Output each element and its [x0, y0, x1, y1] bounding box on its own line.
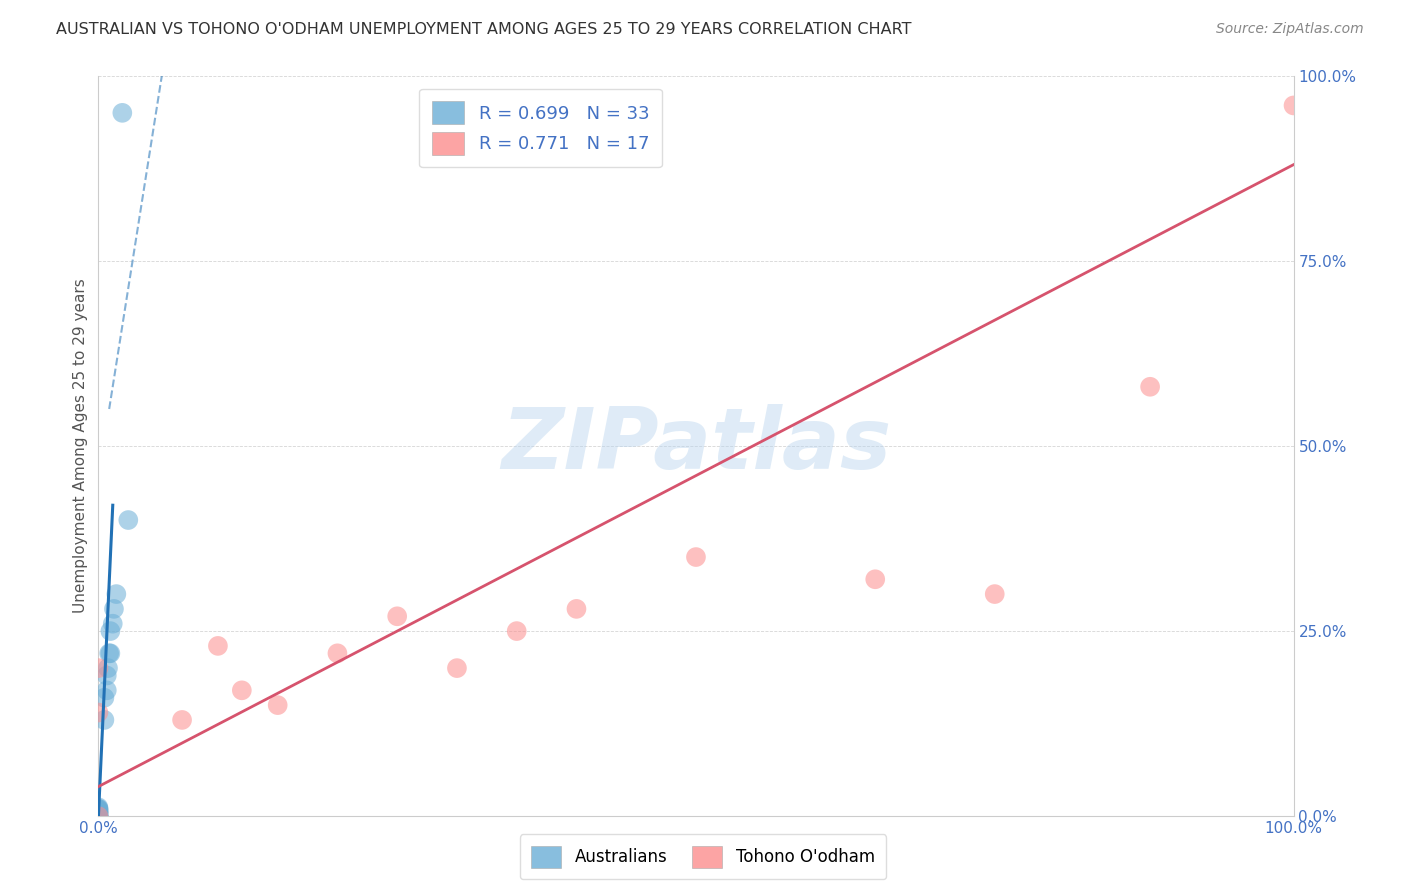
Point — [87, 800, 110, 814]
Point — [97, 661, 120, 675]
Point — [98, 646, 122, 660]
Point — [385, 609, 409, 624]
Point — [87, 803, 110, 817]
Point — [98, 624, 122, 639]
Point — [865, 572, 887, 586]
Point — [87, 806, 110, 821]
Point — [231, 683, 253, 698]
Point — [506, 624, 529, 639]
Point — [172, 713, 194, 727]
Point — [87, 809, 110, 823]
Point — [87, 805, 110, 820]
Point — [87, 809, 110, 823]
Point — [87, 809, 110, 823]
Point — [267, 698, 290, 712]
Point — [446, 661, 468, 675]
Point — [87, 804, 110, 818]
Point — [87, 809, 110, 823]
Point — [87, 803, 110, 817]
Point — [207, 639, 229, 653]
Point — [87, 802, 110, 816]
Point — [103, 602, 125, 616]
Point — [117, 513, 139, 527]
Legend: Australians, Tohono O'odham: Australians, Tohono O'odham — [520, 834, 886, 880]
Point — [93, 713, 115, 727]
Point — [87, 809, 110, 823]
Point — [96, 683, 118, 698]
Text: AUSTRALIAN VS TOHONO O'ODHAM UNEMPLOYMENT AMONG AGES 25 TO 29 YEARS CORRELATION : AUSTRALIAN VS TOHONO O'ODHAM UNEMPLOYMEN… — [56, 22, 911, 37]
Point — [105, 587, 128, 601]
Point — [87, 805, 110, 820]
Point — [87, 805, 110, 819]
Point — [87, 807, 110, 822]
Point — [565, 602, 588, 616]
Point — [1282, 98, 1305, 112]
Point — [111, 105, 134, 120]
Point — [87, 706, 110, 720]
Point — [101, 616, 124, 631]
Point — [96, 668, 118, 682]
Point — [1139, 380, 1161, 394]
Point — [98, 646, 121, 660]
Point — [87, 805, 110, 820]
Text: Source: ZipAtlas.com: Source: ZipAtlas.com — [1216, 22, 1364, 37]
Point — [685, 549, 707, 565]
Point — [87, 809, 110, 823]
Point — [87, 809, 110, 823]
Legend: R = 0.699   N = 33, R = 0.771   N = 17: R = 0.699 N = 33, R = 0.771 N = 17 — [419, 88, 662, 168]
Point — [326, 646, 349, 660]
Point — [93, 690, 115, 705]
Point — [87, 802, 110, 816]
Point — [87, 809, 110, 823]
Point — [984, 587, 1007, 601]
Text: ZIPatlas: ZIPatlas — [501, 404, 891, 488]
Y-axis label: Unemployment Among Ages 25 to 29 years: Unemployment Among Ages 25 to 29 years — [73, 278, 89, 614]
Point — [87, 807, 110, 822]
Point — [87, 661, 110, 675]
